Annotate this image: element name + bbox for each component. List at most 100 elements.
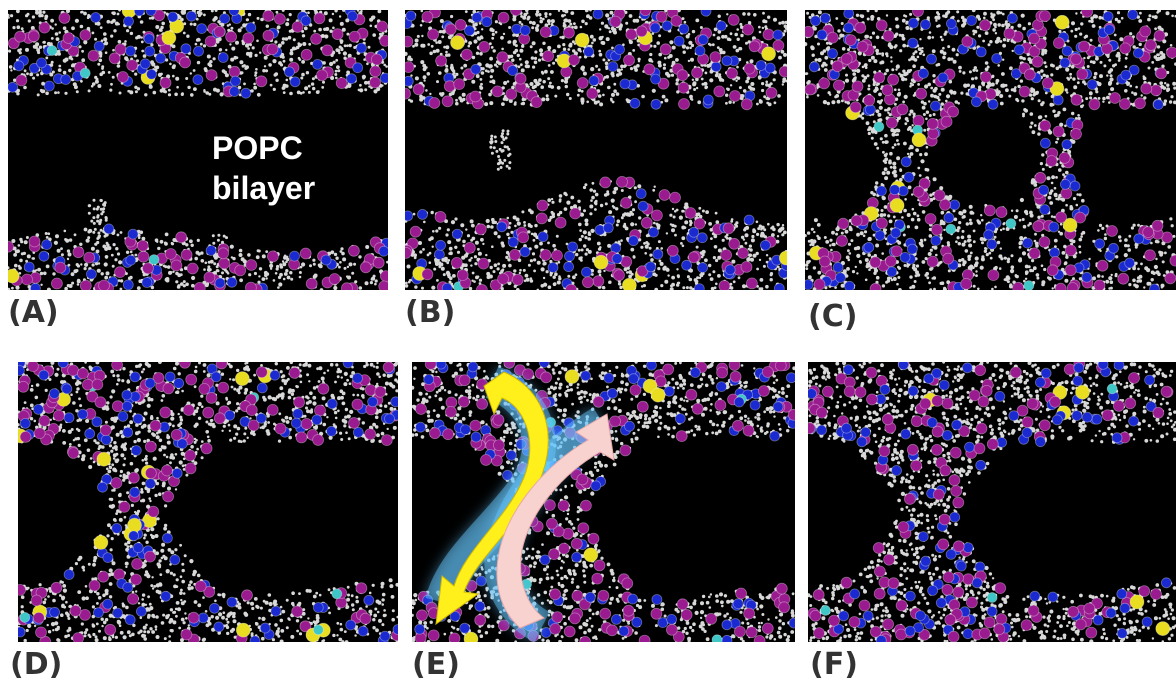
lipid-tail-atom [975, 14, 981, 19]
lipid-tail-atom [466, 234, 471, 238]
lipid-tail-atom [26, 254, 31, 259]
phosphate-bead [421, 268, 434, 281]
lipid-tail-atom [298, 58, 302, 61]
lipid-tail-atom [290, 277, 294, 281]
lipid-tail-atom [407, 57, 411, 61]
lipid-tail-atom [997, 64, 1000, 67]
lipid-tail-atom [748, 253, 752, 257]
lipid-tail-atom [582, 230, 587, 235]
lipid-tail-atom [292, 38, 296, 42]
lipid-tail-atom [348, 84, 352, 88]
lipid-tail-atom [861, 65, 865, 69]
lipid-tail-atom [57, 68, 62, 72]
lipid-tail-atom [1046, 176, 1051, 181]
lipid-tail-atom [1132, 266, 1136, 271]
lipid-tail-atom [620, 216, 624, 219]
lipid-tail-atom [605, 65, 609, 69]
lipid-tail-atom [875, 243, 880, 248]
lipid-tail-atom [1024, 108, 1028, 113]
lipid-tail-atom [561, 14, 565, 18]
protruding-tail-atom [507, 166, 511, 170]
lipid-tail-atom [665, 71, 669, 76]
lipid-tail-atom [698, 276, 702, 280]
choline-bead [320, 254, 332, 266]
lipid-tail-atom [52, 272, 56, 276]
lipid-tail-atom [622, 213, 626, 217]
lipid-tail-atom [634, 223, 638, 226]
lipid-tail-atom [239, 278, 244, 283]
lipid-tail-atom [934, 15, 939, 20]
lipid-tail-atom [599, 246, 602, 249]
lipid-tail-atom [167, 93, 172, 97]
lipid-tail-atom [669, 213, 673, 217]
lipid-tail-atom [1043, 267, 1047, 272]
choline-bead [710, 61, 722, 73]
lipid-tail-atom [620, 189, 624, 192]
lipid-tail-atom [277, 286, 280, 289]
lipid-tail-atom [781, 20, 785, 25]
lipid-tail-atom [208, 63, 213, 68]
choline-bead [38, 250, 50, 262]
lipid-tail-atom [725, 93, 729, 97]
lipid-tail-atom [428, 251, 432, 255]
lipid-tail-atom [204, 68, 208, 73]
lipid-tail-atom [289, 271, 293, 275]
lipid-tail-atom [16, 249, 20, 254]
lipid-tail-atom [1044, 65, 1048, 68]
lipid-tail-atom [1024, 264, 1029, 269]
protruding-tail-atom [221, 271, 224, 275]
lipid-tail-atom [665, 268, 670, 272]
lipid-tail-atom [422, 248, 425, 251]
lipid-tail-atom [1059, 222, 1063, 226]
lipid-tail-atom [580, 248, 584, 252]
lipid-tail-atom [485, 253, 488, 257]
phosphate-bead [497, 11, 510, 24]
lipid-tail-atom [505, 255, 509, 259]
lipid-tail-atom [1021, 99, 1025, 103]
lipid-tail-atom [922, 113, 926, 116]
lipid-tail-atom [144, 93, 148, 97]
lipid-tail-atom [245, 18, 249, 22]
lipid-tail-atom [750, 257, 754, 262]
lipid-tail-atom [43, 271, 47, 276]
lipid-tail-atom [919, 38, 922, 41]
lipid-tail-atom [964, 249, 969, 253]
lipid-tail-atom [45, 264, 50, 269]
lipid-tail-atom [685, 286, 689, 290]
lipid-tail-atom [1053, 186, 1057, 190]
choline-bead [127, 228, 139, 240]
lipid-tail-atom [758, 99, 762, 102]
lipid-tail-atom [884, 133, 888, 138]
lipid-tail-atom [863, 63, 868, 67]
lipid-tail-atom [547, 241, 550, 245]
phosphate-bead [299, 247, 312, 260]
lipid-tail-atom [20, 27, 24, 31]
lipid-tail-atom [659, 261, 664, 266]
phosphate-bead [245, 259, 258, 271]
choline-bead [289, 76, 301, 88]
lipid-tail-atom [764, 20, 768, 24]
lipid-tail-atom [767, 15, 771, 19]
lipid-tail-atom [657, 267, 661, 271]
lipid-tail-atom [883, 72, 887, 76]
lipid-tail-atom [1022, 26, 1026, 31]
lipid-tail-atom [908, 147, 911, 150]
lipid-tail-atom [723, 34, 728, 39]
lipid-tail-atom [330, 53, 334, 57]
protruding-tail-atom [500, 141, 504, 145]
lipid-tail-atom [1160, 84, 1165, 89]
protruding-tail-atom [500, 134, 504, 138]
choline-bead [90, 12, 102, 23]
choline-bead [649, 22, 661, 34]
lipid-tail-atom [867, 253, 871, 257]
lipid-tail-atom [759, 233, 764, 238]
lipid-tail-atom [512, 33, 516, 37]
lipid-tail-atom [167, 88, 171, 92]
lipid-tail-atom [605, 192, 610, 196]
lipid-tail-atom [883, 167, 888, 172]
phosphate-bead [62, 32, 75, 44]
lipid-tail-atom [1041, 280, 1046, 285]
lipid-tail-atom [77, 278, 81, 282]
lipid-tail-atom [735, 79, 738, 83]
lipid-tail-atom [1065, 255, 1069, 259]
